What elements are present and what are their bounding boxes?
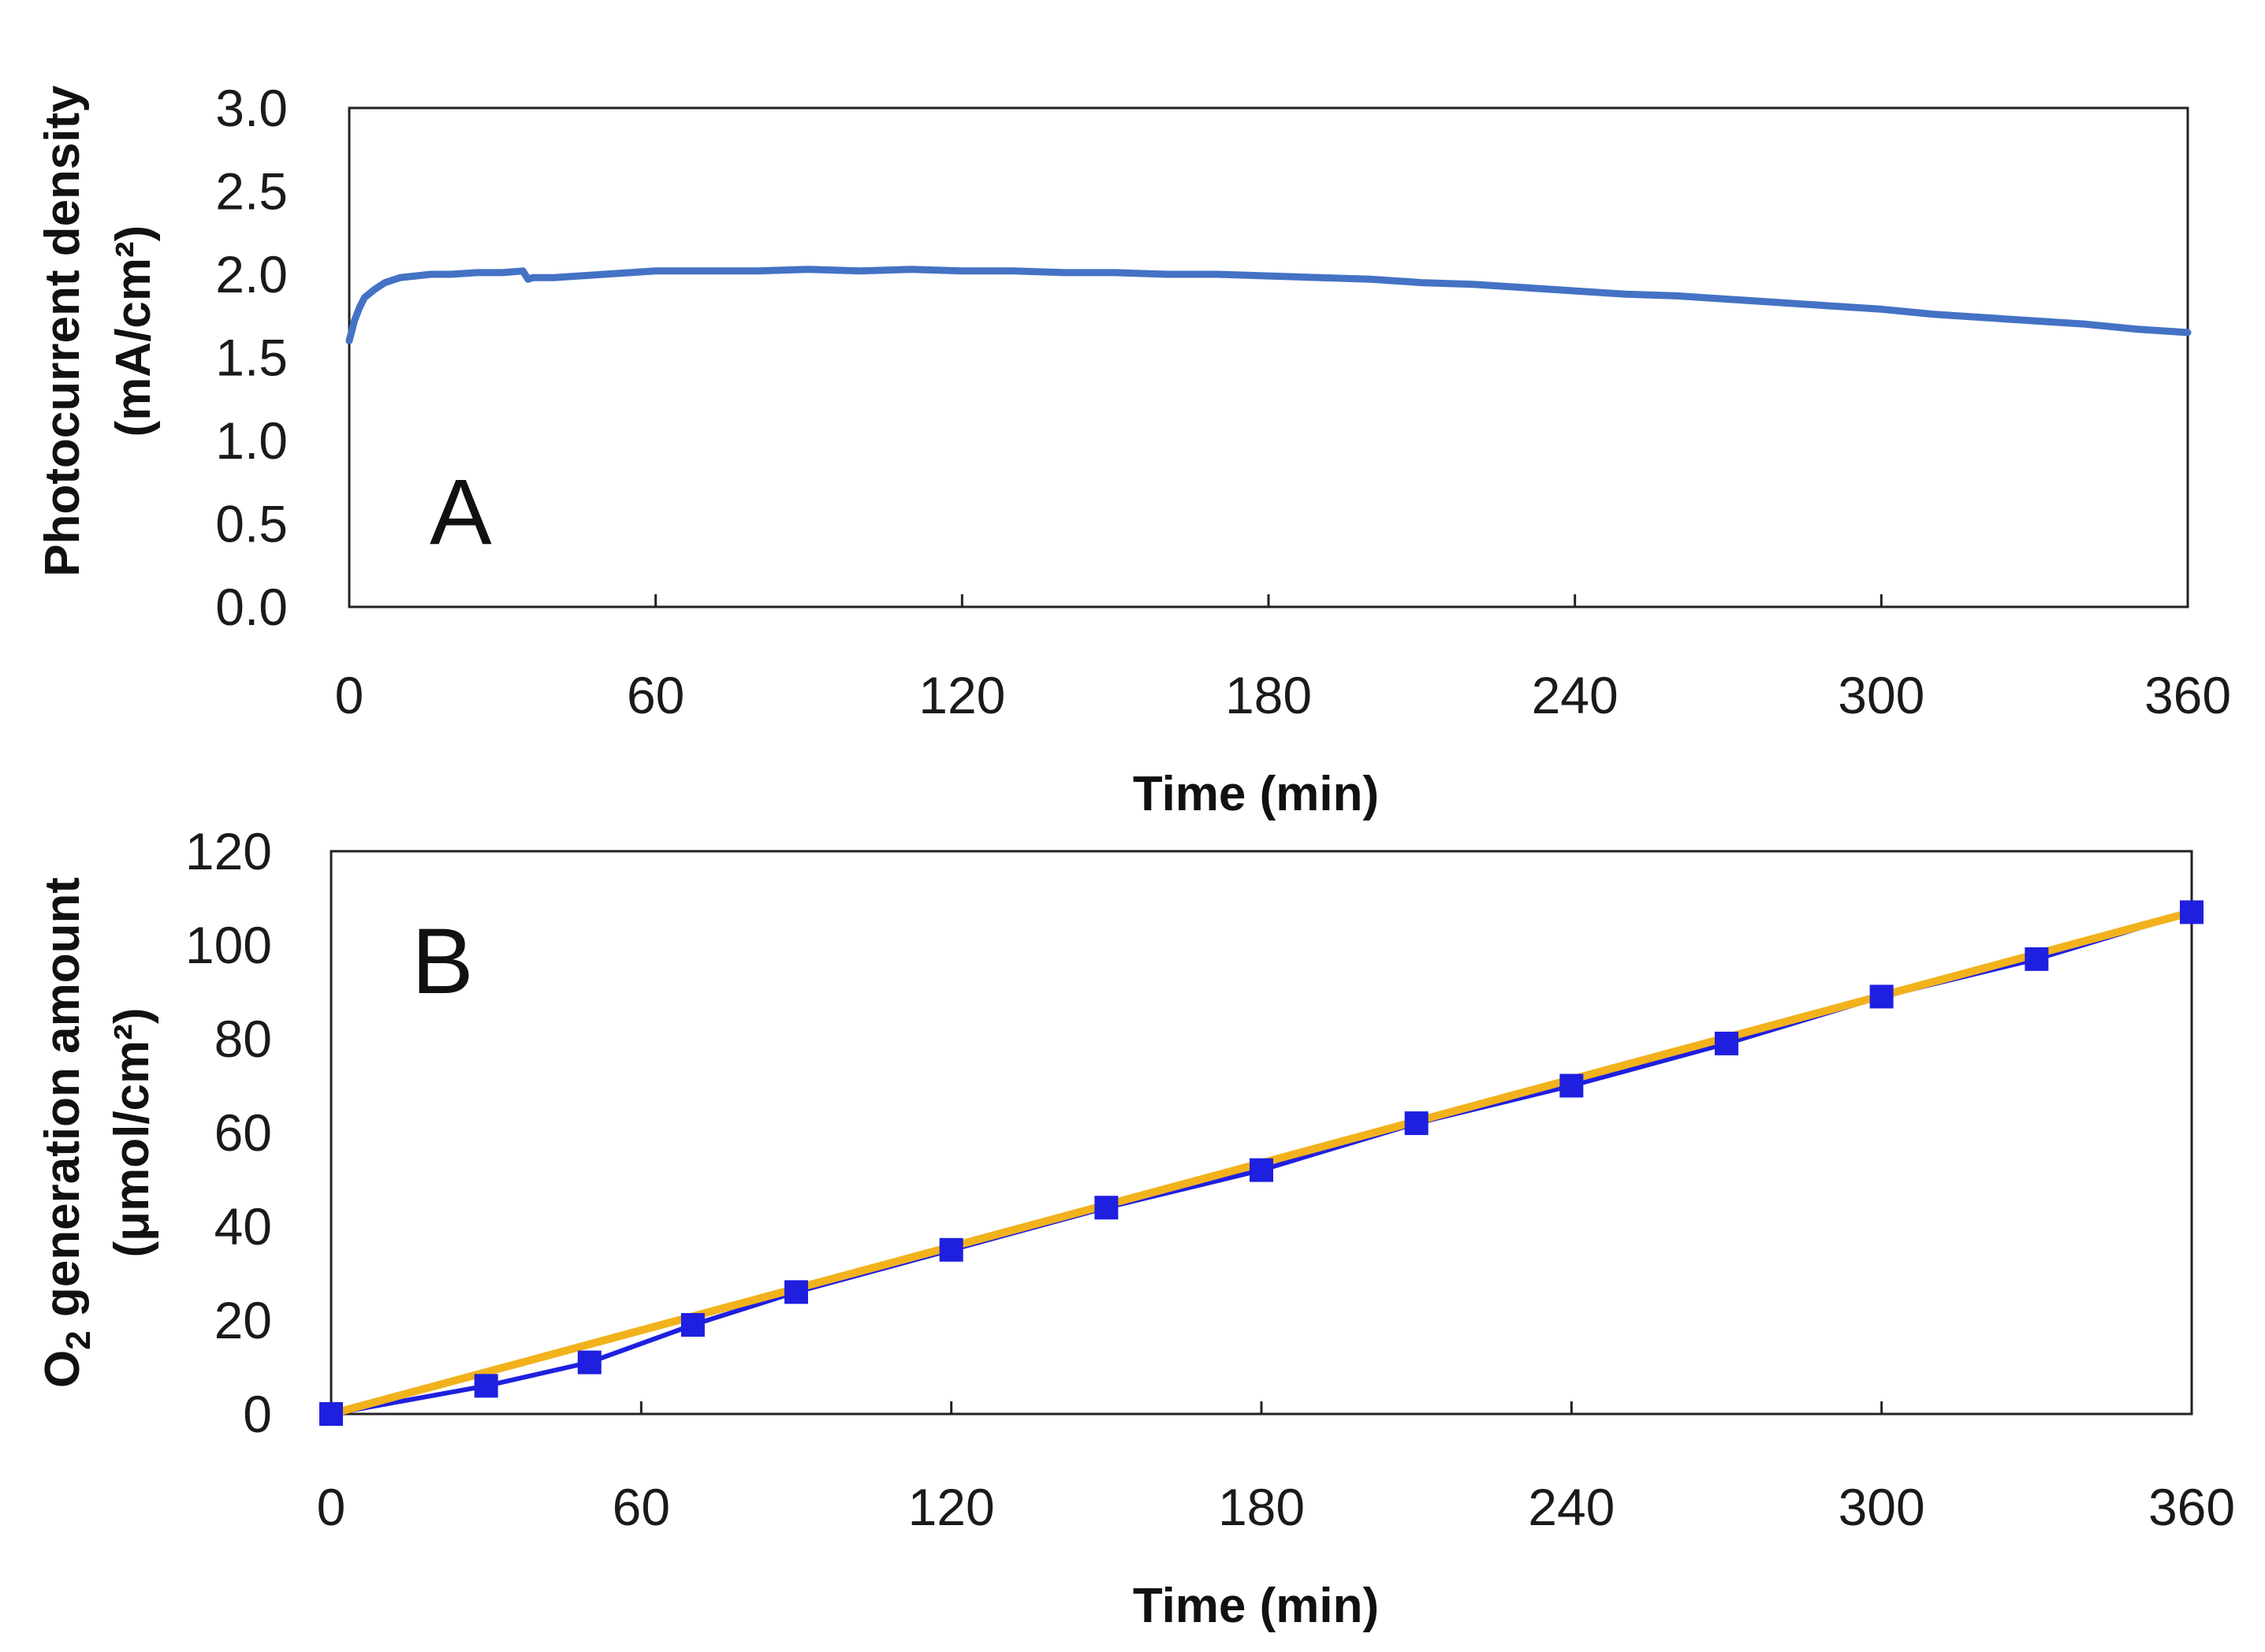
panel-a-plot-frame <box>348 106 2189 608</box>
b-data-point <box>680 1312 705 1337</box>
b-data-point <box>1715 1031 1738 1055</box>
b-data-point <box>1094 1196 1119 1220</box>
b-y-tick-label: 100 <box>185 916 272 974</box>
panel-b-y-title-o: O <box>35 1350 90 1388</box>
a-y-tick-label: 0.5 <box>215 495 288 553</box>
b-y-tick-label: 40 <box>214 1197 272 1256</box>
b-y-tick-label: 20 <box>214 1291 272 1349</box>
b-x-tick-label: 120 <box>908 1478 995 1536</box>
b-data-point <box>474 1374 498 1398</box>
b-data-point <box>1404 1111 1429 1136</box>
panel-a-label: A <box>430 460 492 564</box>
panel-a-x-axis-title: Time (min) <box>1133 767 1379 821</box>
a-x-tick-label: 300 <box>1838 666 1924 724</box>
panel-a-y-axis-title-line1: Photocurrent density <box>35 85 90 577</box>
a-y-tick-label: 0.0 <box>215 578 288 636</box>
panel-b-y-title-subscript: 2 <box>59 1330 98 1349</box>
panel-b-chart: 0 60 120 180 240 300 360 0 20 40 60 80 100 120 B Tim… <box>35 822 2235 1633</box>
a-y-tick-label: 2.0 <box>215 245 288 303</box>
a-x-tick-label: 360 <box>2144 666 2231 724</box>
b-y-tick-label: 60 <box>214 1103 272 1162</box>
panel-b-label: B <box>412 910 474 1014</box>
b-data-point <box>939 1237 963 1262</box>
panel-b-x-axis-title: Time (min) <box>1133 1579 1379 1633</box>
b-data-point <box>1559 1073 1584 1098</box>
b-data-point <box>319 1402 343 1426</box>
a-y-tick-label: 2.5 <box>215 162 288 221</box>
b-data-point <box>784 1280 808 1304</box>
a-x-tick-label: 0 <box>335 666 364 724</box>
b-x-tick-label: 60 <box>613 1478 670 1536</box>
b-x-tick-label: 0 <box>317 1478 346 1536</box>
b-data-point <box>2180 900 2204 925</box>
b-x-tick-label: 300 <box>1838 1478 1925 1536</box>
a-series-line-0 <box>345 266 2192 344</box>
b-data-point <box>2025 947 2049 971</box>
panel-b-plot-frame <box>330 850 2193 1416</box>
a-y-tick-label: 1.0 <box>215 411 288 470</box>
panel-b-y-axis-title-line1: O2 generation amount <box>35 877 98 1388</box>
b-x-tick-label: 360 <box>2148 1478 2235 1536</box>
b-y-tick-label: 0 <box>243 1385 272 1443</box>
b-x-tick-label: 180 <box>1218 1478 1305 1536</box>
b-x-tick-label: 240 <box>1528 1478 1615 1536</box>
a-y-tick-label: 3.0 <box>215 79 288 137</box>
b-data-point <box>1869 984 1894 1009</box>
panel-a-y-axis-title-line2: (mA/cm²) <box>106 225 161 437</box>
b-data-point <box>577 1350 602 1375</box>
a-x-tick-label: 60 <box>627 666 684 724</box>
b-data-point <box>1250 1158 1273 1182</box>
panel-b-y-title-rest: generation amount <box>35 877 90 1330</box>
panel-a-chart: 0 60 120 180 240 300 360 0.0 0.5 1.0 1.5 2.0 2.5 3.0… <box>35 79 2231 821</box>
a-x-tick-label: 120 <box>918 666 1005 724</box>
b-y-tick-label: 120 <box>185 822 272 880</box>
panel-b-y-axis-title-line2: (μmol/cm²) <box>105 1008 159 1258</box>
b-y-tick-label: 80 <box>214 1010 272 1068</box>
a-x-tick-label: 180 <box>1225 666 1312 724</box>
a-x-tick-label: 240 <box>1532 666 1619 724</box>
a-y-tick-label: 1.5 <box>215 329 288 387</box>
